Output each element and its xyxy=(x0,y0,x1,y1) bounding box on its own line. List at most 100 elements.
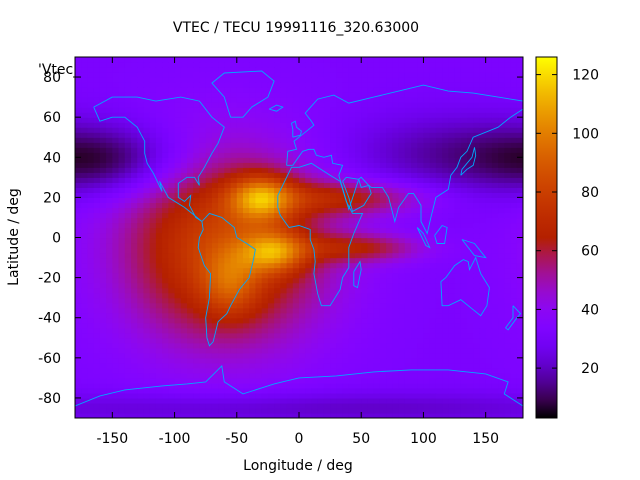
heatmap-cell xyxy=(162,282,169,289)
heatmap-cell xyxy=(211,172,219,178)
heatmap-cell xyxy=(498,132,505,138)
heatmap-cell xyxy=(510,382,518,389)
heatmap-cell xyxy=(398,207,406,214)
heatmap-cell xyxy=(417,137,425,143)
heatmap-cell xyxy=(292,252,300,259)
heatmap-cell xyxy=(131,342,138,349)
heatmap-cell xyxy=(361,347,369,354)
heatmap-cell xyxy=(423,77,431,83)
heatmap-cell xyxy=(429,222,437,229)
heatmap-cell xyxy=(193,167,201,173)
heatmap-cell xyxy=(498,312,505,319)
heatmap-cell xyxy=(398,167,406,173)
heatmap-cell xyxy=(379,222,387,229)
heatmap-cell xyxy=(355,282,362,289)
heatmap-cell xyxy=(255,262,263,269)
heatmap-cell xyxy=(516,387,523,394)
heatmap-cell xyxy=(255,297,263,304)
heatmap-cell xyxy=(143,232,151,239)
heatmap-cell xyxy=(454,352,462,359)
heatmap-cell xyxy=(448,247,456,254)
heatmap-cell xyxy=(131,192,138,198)
heatmap-cell xyxy=(75,132,82,138)
heatmap-cell xyxy=(205,262,213,269)
heatmap-cell xyxy=(205,152,213,158)
heatmap-cell xyxy=(155,107,163,113)
heatmap-cell xyxy=(323,307,331,314)
heatmap-cell xyxy=(423,217,431,224)
heatmap-cell xyxy=(93,97,101,103)
heatmap-cell xyxy=(317,382,325,389)
heatmap-cell xyxy=(485,127,493,133)
heatmap-cell xyxy=(205,252,213,259)
heatmap-cell xyxy=(348,167,356,173)
heatmap-cell xyxy=(330,307,337,314)
heatmap-cell xyxy=(299,152,306,158)
heatmap-cell xyxy=(193,102,201,108)
heatmap-cell xyxy=(243,72,250,78)
heatmap-cell xyxy=(348,162,356,168)
heatmap-cell xyxy=(255,162,263,168)
heatmap-cell xyxy=(467,152,474,158)
heatmap-cell xyxy=(417,92,425,98)
heatmap-cell xyxy=(479,107,487,113)
heatmap-cell xyxy=(224,387,232,394)
heatmap-cell xyxy=(498,322,505,329)
heatmap-cell xyxy=(274,137,281,143)
heatmap-cell xyxy=(398,332,406,339)
heatmap-cell xyxy=(473,352,481,359)
heatmap-cell xyxy=(342,152,350,158)
heatmap-cell xyxy=(516,382,523,389)
heatmap-cell xyxy=(193,257,201,264)
heatmap-cell xyxy=(131,377,138,384)
heatmap-cell xyxy=(174,247,182,254)
heatmap-cell xyxy=(211,157,219,163)
heatmap-cell xyxy=(485,152,493,158)
heatmap-cell xyxy=(261,292,269,299)
heatmap-cell xyxy=(131,262,138,269)
heatmap-cell xyxy=(355,272,362,279)
heatmap-cell xyxy=(398,227,406,234)
heatmap-cell xyxy=(93,372,101,379)
heatmap-cell xyxy=(460,137,468,143)
heatmap-cell xyxy=(323,402,331,409)
heatmap-cell xyxy=(442,247,449,254)
heatmap-cell xyxy=(398,102,406,108)
heatmap-cell xyxy=(330,402,337,409)
heatmap-cell xyxy=(479,382,487,389)
heatmap-cell xyxy=(124,72,132,78)
heatmap-cell xyxy=(255,302,263,309)
heatmap-cell xyxy=(473,387,481,394)
heatmap-cell xyxy=(249,252,257,259)
heatmap-cell xyxy=(311,202,319,209)
heatmap-cell xyxy=(516,172,523,178)
heatmap-cell xyxy=(355,157,362,163)
heatmap-cell xyxy=(355,97,362,103)
heatmap-cell xyxy=(124,122,132,128)
heatmap-cell xyxy=(498,412,505,418)
heatmap-cell xyxy=(187,262,194,269)
heatmap-cell xyxy=(330,202,337,209)
heatmap-cell xyxy=(174,377,182,384)
heatmap-cell xyxy=(149,282,157,289)
heatmap-cell xyxy=(417,312,425,319)
heatmap-cell xyxy=(361,237,369,244)
heatmap-cell xyxy=(224,267,232,274)
heatmap-cell xyxy=(355,332,362,339)
heatmap-cell xyxy=(236,177,244,183)
heatmap-cell xyxy=(498,252,505,259)
heatmap-cell xyxy=(99,77,107,83)
heatmap-cell xyxy=(336,267,344,274)
heatmap-cell xyxy=(205,272,213,279)
heatmap-cell xyxy=(193,82,201,88)
heatmap-cell xyxy=(423,107,431,113)
heatmap-cell xyxy=(199,262,207,269)
heatmap-cell xyxy=(423,337,431,344)
heatmap-cell xyxy=(211,312,219,319)
heatmap-cell xyxy=(398,152,406,158)
heatmap-cell xyxy=(305,382,313,389)
heatmap-cell xyxy=(280,147,288,153)
heatmap-cell xyxy=(267,232,275,239)
heatmap-cell xyxy=(429,147,437,153)
heatmap-cell xyxy=(367,77,375,83)
